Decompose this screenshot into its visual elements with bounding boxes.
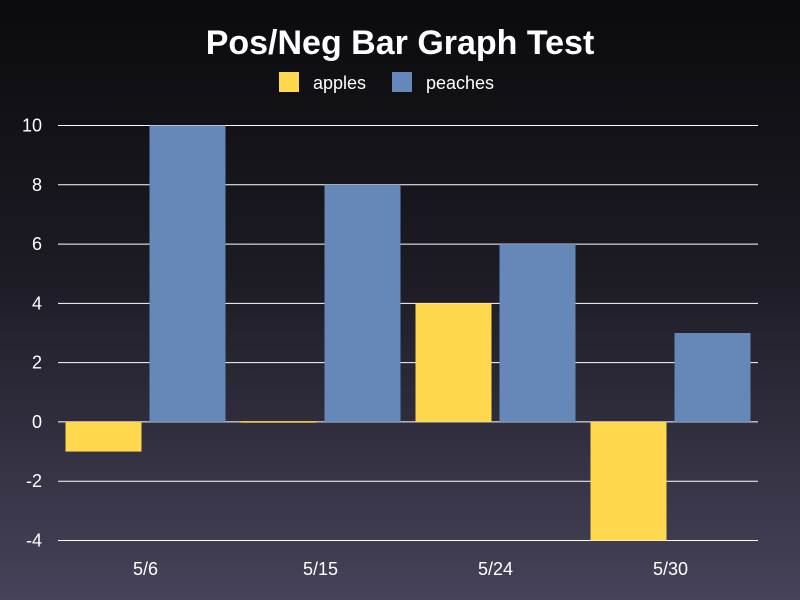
legend-swatch-apples [279,72,299,92]
y-tick-label: -2 [26,471,42,491]
y-tick-label: 6 [32,234,42,254]
y-tick-label: -4 [26,531,42,551]
y-tick-label: 2 [32,353,42,373]
bar-apples-2 [240,421,317,423]
bar-apples-1 [65,421,142,452]
legend-label-peaches: peaches [426,73,494,93]
bar-peaches-4 [674,333,751,422]
bar-peaches-3 [499,244,576,422]
bars [65,125,751,541]
y-tick-label: 10 [22,116,42,136]
bar-peaches-2 [324,184,401,422]
chart-title: Pos/Neg Bar Graph Test [206,24,595,62]
x-tick-label: 5/24 [478,559,513,579]
x-tick-label: 5/15 [303,559,338,579]
x-axis-ticks: 5/6 5/15 5/24 5/30 [133,559,688,579]
legend-label-apples: apples [313,73,366,93]
bar-peaches-1 [149,125,226,422]
legend: apples peaches [279,72,494,93]
bar-apples-4 [590,421,667,541]
y-tick-label: 8 [32,175,42,195]
bar-apples-3 [415,303,492,422]
x-tick-label: 5/6 [133,559,158,579]
y-axis-ticks: -4 -2 0 2 4 6 8 10 [22,116,42,551]
y-tick-label: 0 [32,412,42,432]
x-tick-label: 5/30 [653,559,688,579]
y-tick-label: 4 [32,293,42,313]
legend-swatch-peaches [392,72,412,92]
